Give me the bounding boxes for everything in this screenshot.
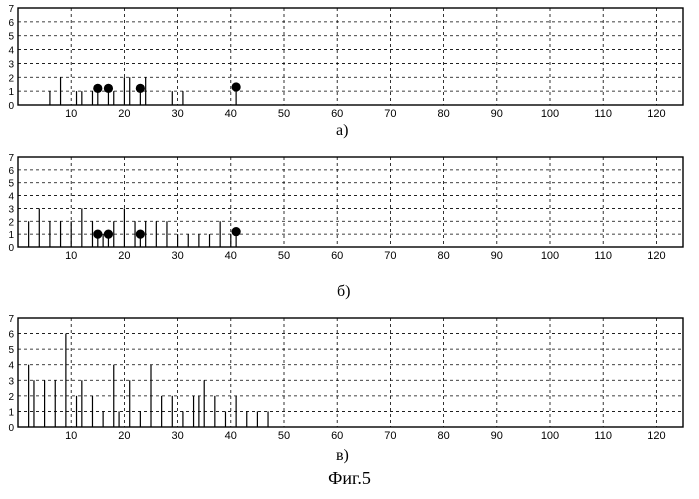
x-tick-label: 100: [541, 430, 559, 442]
x-tick-label: 40: [225, 430, 237, 442]
chart-v: 0 1 2 3 4 5 6 7 10 20 30 40 50 60 70 80 90 100 110 120: [8, 314, 683, 442]
y-tick-label: 7: [8, 314, 14, 325]
marker-point: [136, 84, 145, 93]
x-tick-label: 60: [331, 108, 343, 120]
y-tick-label: 0: [8, 101, 14, 112]
x-tick-label: 20: [118, 430, 130, 442]
chart-b: 0 1 2 34 5 6 7 10 20 30 40 50 60 70 80 90 100 110 120: [8, 153, 683, 262]
marker-point: [104, 230, 113, 239]
x-tick-label: 80: [437, 108, 449, 120]
x-tick-label: 60: [331, 250, 343, 262]
x-tick-label: 90: [491, 430, 503, 442]
y-tick-label: 1: [8, 407, 14, 418]
y-tick-label: 5: [8, 179, 14, 190]
x-tick-label: 100: [541, 250, 559, 262]
x-tick-label: 90: [491, 108, 503, 120]
x-tick-label: 80: [437, 430, 449, 442]
y-tick-label: 7: [8, 153, 14, 164]
panel-label-v: в): [336, 447, 349, 465]
y-tick-label: 2: [8, 217, 14, 228]
x-tick-label: 100: [541, 108, 559, 120]
panel-label-a: a): [336, 122, 348, 140]
y-tick-label: 7: [8, 4, 14, 15]
x-tick-label: 50: [278, 250, 290, 262]
y-tick-label: 3: [8, 59, 14, 70]
x-tick-label: 110: [594, 250, 612, 262]
x-tick-label: 120: [647, 250, 665, 262]
y-tick-label: 4: [8, 361, 14, 372]
plot-frame: [18, 157, 683, 247]
x-tick-label: 90: [491, 250, 503, 262]
x-tick-label: 30: [171, 430, 183, 442]
marker-point: [232, 227, 241, 236]
y-tick-label: 1: [8, 87, 14, 98]
plot-frame: [18, 8, 683, 105]
figure-caption: Фиг.5: [0, 468, 699, 489]
y-tick-label: 5: [8, 32, 14, 43]
plot-frame: [18, 318, 683, 427]
panel-label-b: б): [337, 283, 350, 301]
y-tick-label: 4: [8, 192, 14, 203]
y-tick-label: 0: [8, 423, 14, 434]
y-tick-label: 6: [8, 166, 14, 177]
marker-point: [232, 82, 241, 91]
x-tick-label: 110: [594, 108, 612, 120]
x-tick-label: 70: [384, 250, 396, 262]
marker-point: [104, 84, 113, 93]
x-tick-label: 30: [171, 250, 183, 262]
y-tick-label: 0: [8, 243, 14, 254]
x-tick-label: 120: [647, 430, 665, 442]
y-tick-label: 6: [8, 330, 14, 341]
y-tick-label: 3: [8, 204, 14, 215]
x-tick-label: 70: [384, 430, 396, 442]
x-tick-label: 50: [278, 108, 290, 120]
y-tick-label: 1: [8, 230, 14, 241]
x-tick-label: 10: [65, 430, 77, 442]
x-tick-label: 20: [118, 108, 130, 120]
marker-point: [93, 84, 102, 93]
x-tick-label: 10: [65, 108, 77, 120]
marker-point: [136, 230, 145, 239]
x-tick-label: 120: [647, 108, 665, 120]
y-tick-label: 3: [8, 376, 14, 387]
chart-a: 0 1 2 3 4 5 6 7 10 20 30 40 50 60 70 80 90 100 110 120: [8, 4, 683, 120]
x-tick-label: 40: [225, 250, 237, 262]
x-tick-label: 30: [171, 108, 183, 120]
y-tick-label: 2: [8, 392, 14, 403]
x-tick-label: 80: [437, 250, 449, 262]
x-tick-label: 110: [594, 430, 612, 442]
y-tick-label: 4: [8, 46, 14, 57]
x-tick-label: 70: [384, 108, 396, 120]
x-tick-label: 50: [278, 430, 290, 442]
x-tick-label: 20: [118, 250, 130, 262]
y-tick-label: 5: [8, 345, 14, 356]
x-tick-label: 10: [65, 250, 77, 262]
marker-point: [93, 230, 102, 239]
x-tick-label: 60: [331, 430, 343, 442]
x-tick-label: 40: [225, 108, 237, 120]
y-tick-label: 2: [8, 73, 14, 84]
y-tick-label: 6: [8, 18, 14, 29]
